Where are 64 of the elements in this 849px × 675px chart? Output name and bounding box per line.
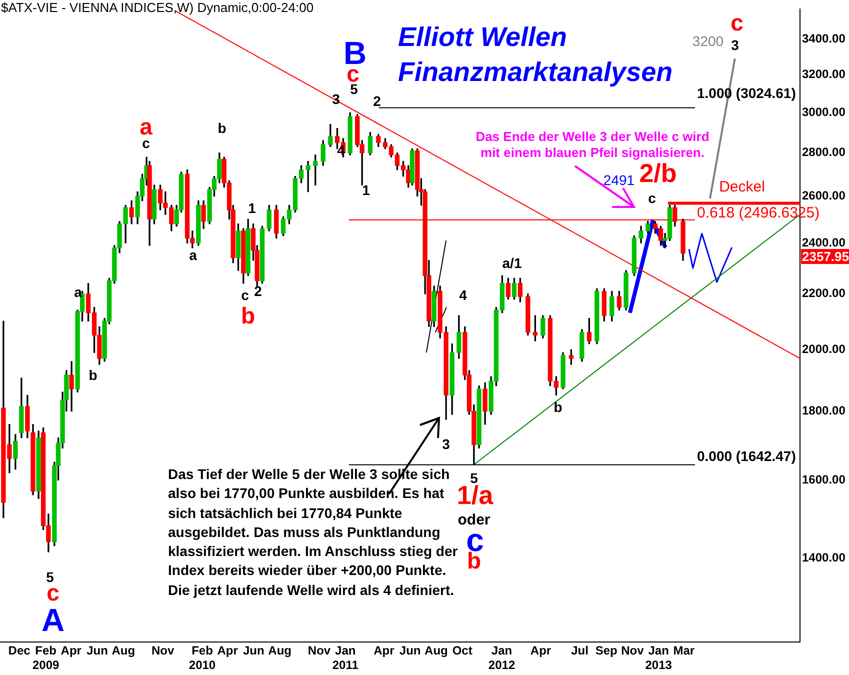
x-tick-label: Feb 2010 bbox=[188, 644, 216, 672]
annotation: 0.000 (1642.47) bbox=[697, 448, 796, 464]
x-tick-label: Nov bbox=[308, 644, 331, 658]
x-tick-label: Jun bbox=[86, 644, 108, 658]
y-tick-label: 2000.00 bbox=[802, 342, 846, 356]
annotation: b bbox=[218, 120, 226, 136]
annotation: c bbox=[648, 190, 656, 206]
annotation: 3 bbox=[442, 436, 450, 452]
y-tick-label: 3000.00 bbox=[802, 104, 846, 119]
x-tick-label: Dec bbox=[8, 644, 31, 658]
y-tick-label: 2200.00 bbox=[802, 286, 846, 300]
y-tick-label: 3200.00 bbox=[802, 67, 846, 82]
y-tick-label: 2600.00 bbox=[802, 188, 846, 203]
y-tick-label: 1800.00 bbox=[802, 404, 846, 418]
chart-title: $ATX-VIE - VIENNA INDICES,W) Dynamic,0:00-24:00 bbox=[1, 0, 314, 15]
x-tick-label: Apr bbox=[60, 644, 82, 658]
annotation: 3 bbox=[731, 37, 739, 53]
annotation: A bbox=[41, 602, 65, 638]
annotation: b bbox=[554, 399, 562, 415]
y-tick-label: 1600.00 bbox=[802, 472, 846, 486]
annotation: 4 bbox=[337, 142, 345, 158]
x-tick-label: Jun bbox=[242, 644, 264, 658]
x-tick-label: Apr bbox=[374, 644, 395, 658]
annotation: 1.000 (3024.61) bbox=[697, 85, 796, 101]
text: Elliott Wellen Finanzmarktanalysen bbox=[398, 21, 673, 89]
x-tick-label: Aug bbox=[112, 644, 136, 658]
annotation: a bbox=[189, 247, 197, 263]
annotation: 5 bbox=[350, 81, 358, 97]
annotation: a bbox=[74, 284, 82, 300]
x-tick-label: Jul bbox=[571, 644, 588, 658]
x-tick-label: Sep bbox=[595, 644, 618, 658]
annotation: c bbox=[730, 10, 744, 36]
x-tick-label: Apr bbox=[530, 644, 552, 658]
y-tick-label: 2800.00 bbox=[802, 145, 846, 160]
x-tick-label: Feb 2009 bbox=[32, 644, 60, 672]
annotation: 4 bbox=[459, 287, 467, 303]
x-tick-label: Nov bbox=[151, 644, 174, 658]
text: 2357.95 bbox=[801, 249, 849, 264]
x-tick-label: Jan 2012 bbox=[488, 644, 516, 672]
annotation: 2 bbox=[254, 283, 262, 299]
annotation: 2 bbox=[373, 93, 381, 109]
x-tick-label: Apr bbox=[217, 644, 238, 658]
annotation: c bbox=[241, 287, 249, 303]
x-tick-label: Jan 2013 bbox=[645, 644, 672, 672]
x-tick-label: Mar bbox=[673, 644, 695, 658]
x-tick-label: Aug bbox=[424, 644, 448, 658]
y-tick-label: 1400.00 bbox=[802, 550, 846, 564]
annotation: 1 bbox=[362, 182, 370, 198]
annotation: b bbox=[240, 302, 256, 328]
annotation: 2/b bbox=[639, 158, 677, 188]
annotation: a/1 bbox=[502, 255, 522, 271]
annotation: Das Ende der Welle 3 der Welle c wird mit einem blauen Pfeil signalisieren. bbox=[474, 129, 710, 161]
x-tick-label: Nov bbox=[621, 644, 644, 658]
annotation: 3200 bbox=[692, 33, 724, 49]
y-tick-label: 3400.00 bbox=[802, 32, 846, 46]
annotation: Deckel bbox=[719, 178, 765, 196]
annotation: 1 bbox=[248, 200, 256, 216]
y-tick-label: 2400.00 bbox=[802, 235, 846, 250]
annotation: b bbox=[88, 367, 98, 383]
x-tick-label: Jun bbox=[399, 644, 421, 658]
x-tick-label: Jan 2011 bbox=[332, 644, 359, 672]
annotation: 2491 bbox=[603, 172, 635, 188]
x-tick-label: Aug bbox=[268, 644, 292, 658]
x-tick-label: Oct bbox=[452, 644, 472, 658]
